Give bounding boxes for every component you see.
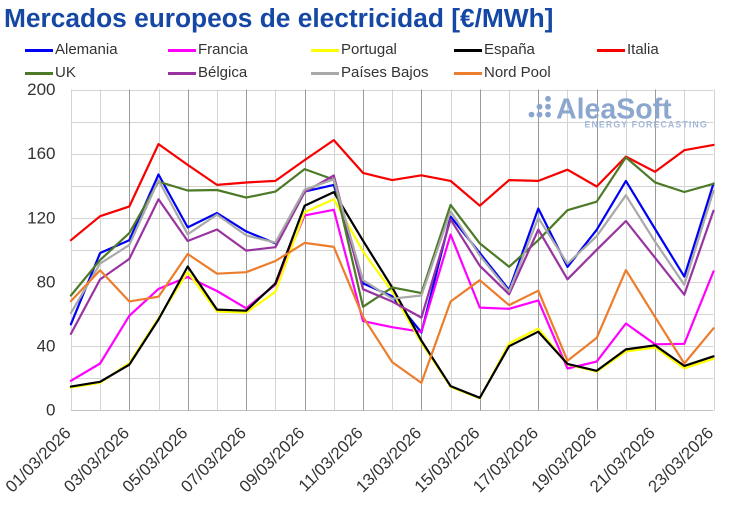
svg-text:80: 80 (37, 272, 56, 291)
svg-text:AleaSoft: AleaSoft (556, 94, 672, 126)
svg-text:160: 160 (27, 144, 55, 163)
svg-text:0: 0 (46, 401, 55, 420)
svg-text:120: 120 (27, 208, 55, 227)
svg-text:40: 40 (37, 336, 56, 355)
svg-text:ENERGY FORECASTING: ENERGY FORECASTING (585, 120, 708, 130)
svg-text:200: 200 (27, 80, 55, 99)
